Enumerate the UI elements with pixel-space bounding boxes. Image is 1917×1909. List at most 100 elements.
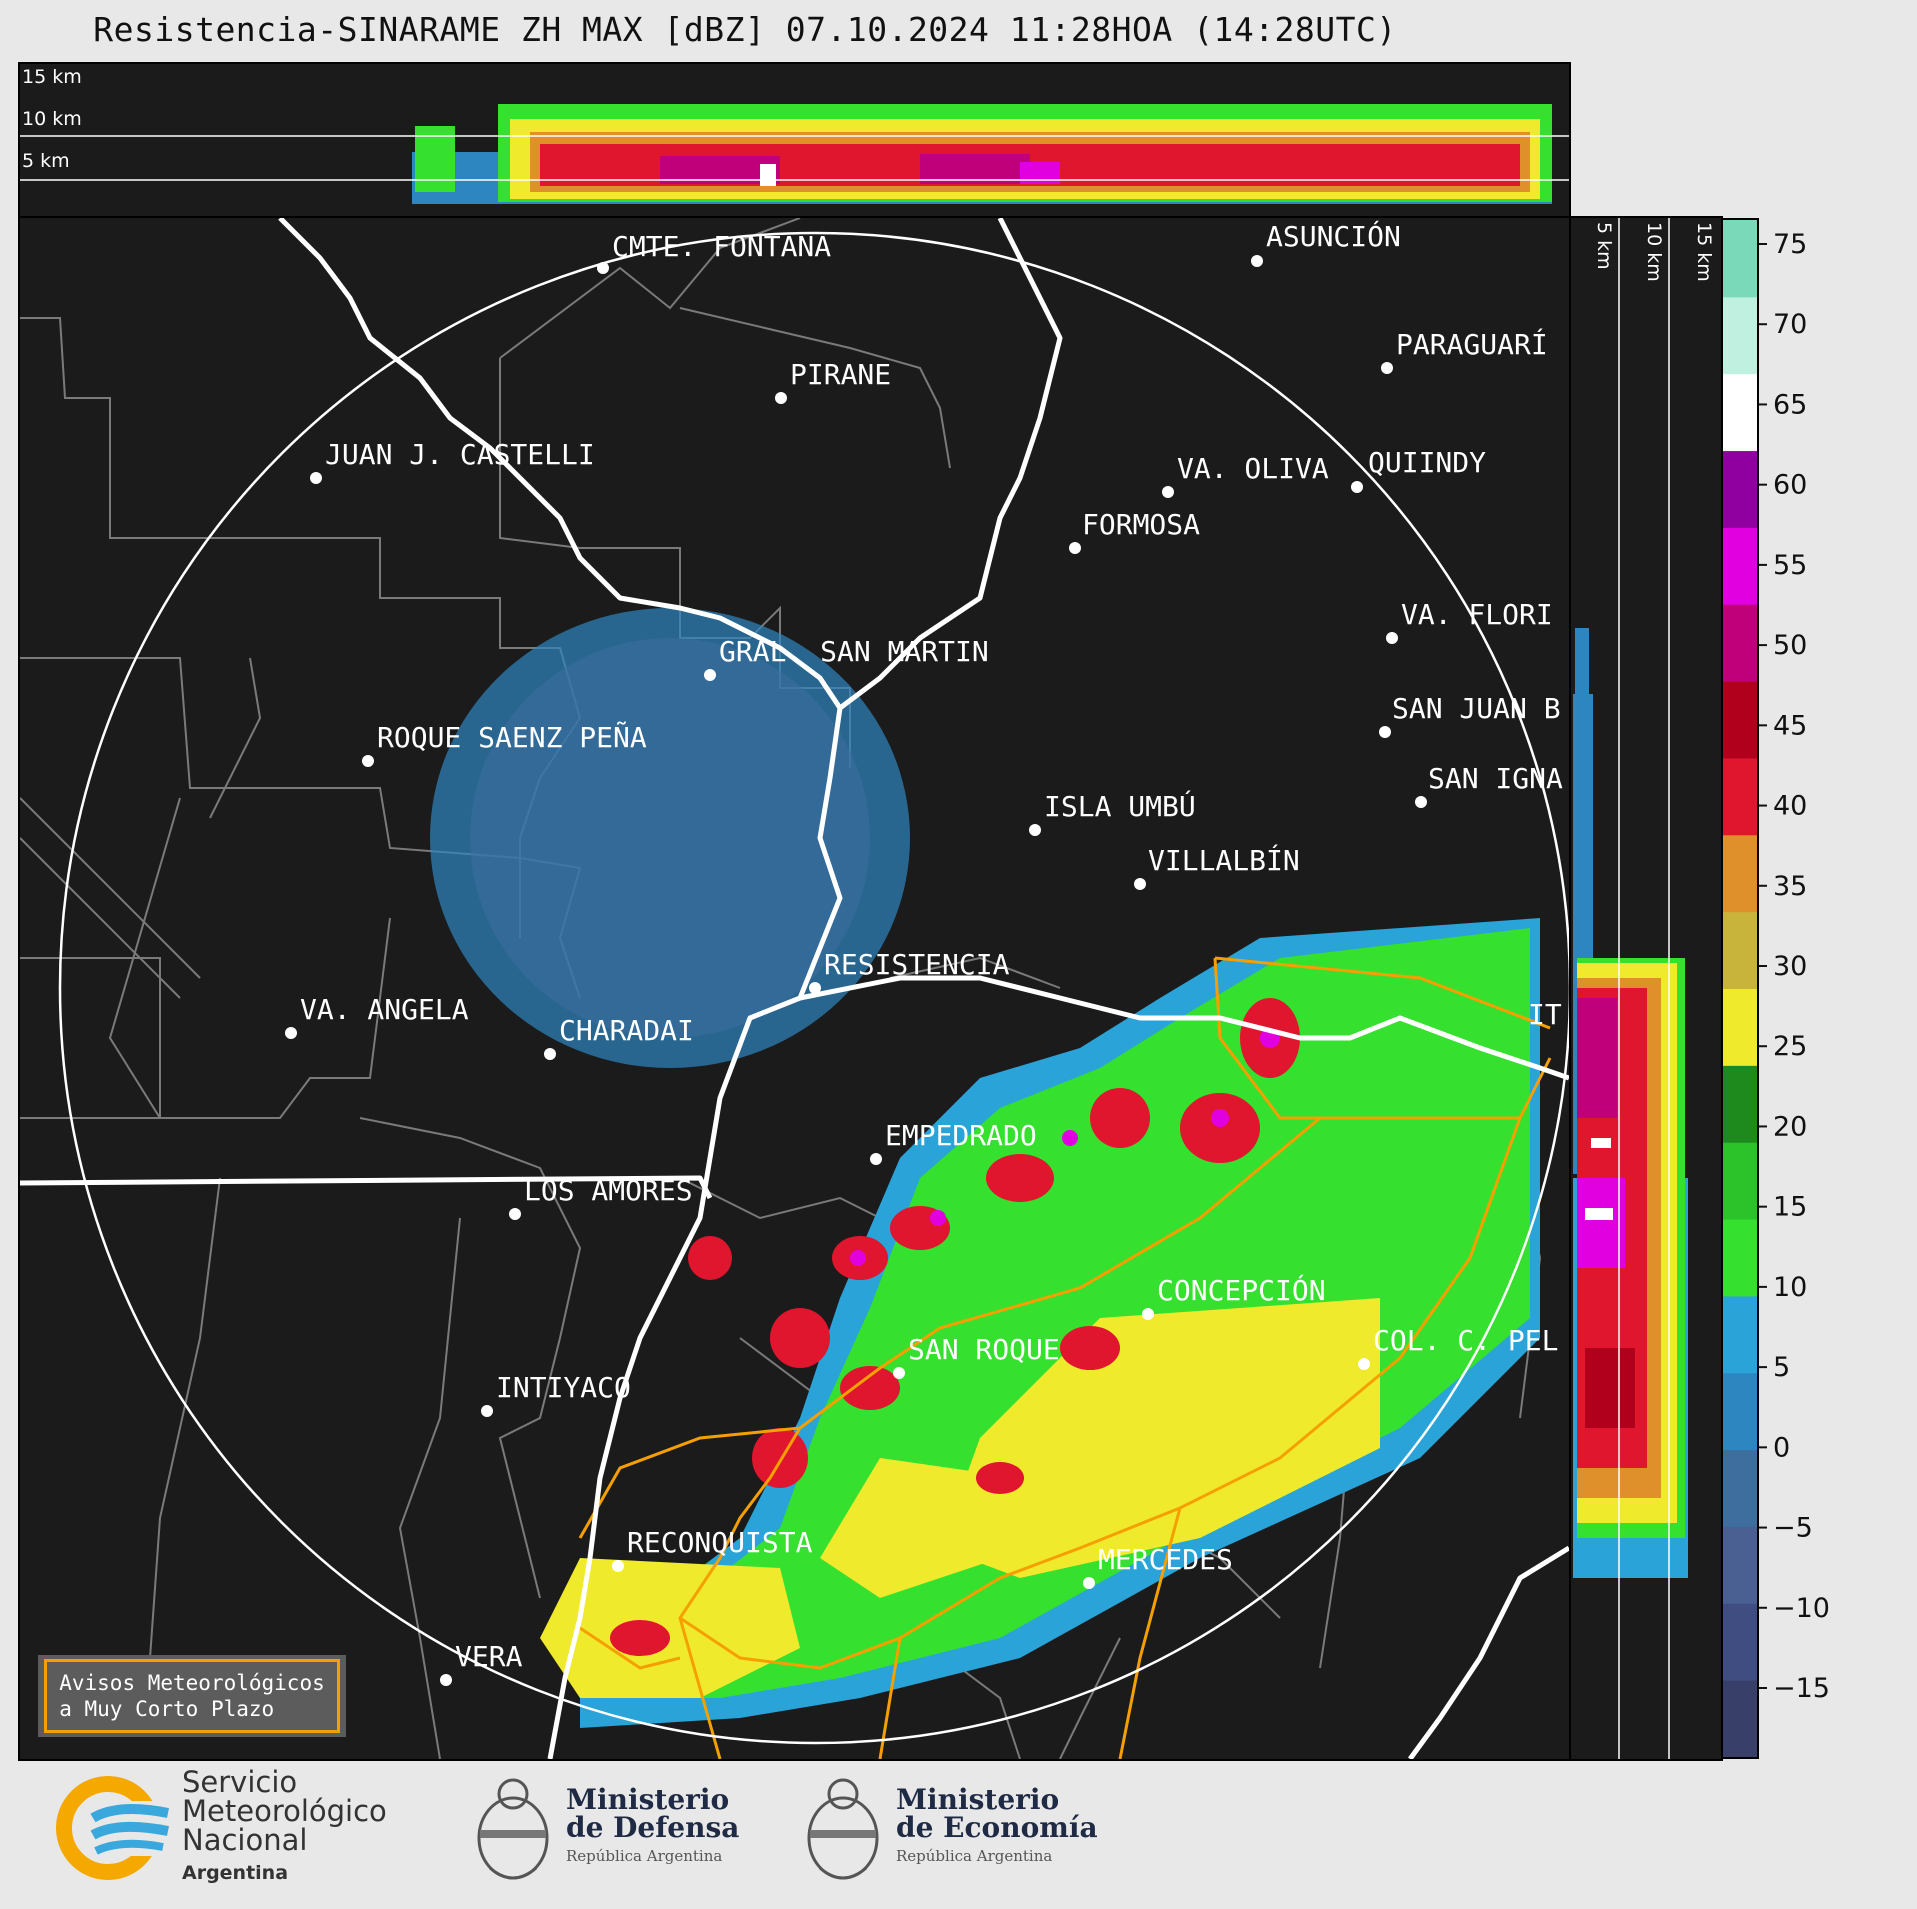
top-label-15km: 15 km: [22, 66, 82, 88]
colorbar-segment: [1723, 1295, 1757, 1374]
defensa-logo: Ministerio de Defensa República Argentin…: [470, 1768, 739, 1888]
page-title: Resistencia-SINARAME ZH MAX [dBZ] 07.10.…: [93, 10, 1397, 49]
colorbar-tick-label: 25: [1773, 1031, 1807, 1062]
defensa-line1: Ministerio: [566, 1783, 730, 1816]
smn-emblem-icon: [56, 1776, 178, 1880]
coat-of-arms-icon: [807, 1778, 879, 1880]
city-label-empedrado: EMPEDRADO: [885, 1119, 1037, 1152]
city-label-resistencia: RESISTENCIA: [824, 948, 1010, 981]
economia-logo: Ministerio de Economía República Argenti…: [800, 1768, 1098, 1888]
side-label-15km: 15 km: [1693, 222, 1715, 282]
smn-line3: Nacional: [182, 1823, 308, 1857]
city-label-cmte-fontana: CMTE. FONTANA: [612, 230, 832, 263]
city-label-san-roque: SAN ROQUE: [908, 1333, 1060, 1366]
city-label-intiyaco: INTIYACO: [496, 1371, 631, 1404]
colorbar-tick-label: 20: [1773, 1111, 1807, 1142]
radar-range-ring: [58, 231, 1569, 1745]
top-label-10km: 10 km: [22, 108, 82, 130]
city-label-isla-umbu: ISLA UMBÚ: [1044, 790, 1196, 823]
colorbar-segment: [1723, 527, 1757, 605]
colorbar-tick-label: 0: [1773, 1432, 1790, 1463]
colorbar-tick-label: 30: [1773, 951, 1807, 982]
city-label-juan-j-castelli: JUAN J. CASTELLI: [325, 438, 595, 471]
smn-line4: Argentina: [182, 1862, 289, 1884]
colorbar-segment: [1723, 604, 1757, 682]
province-borders: [578, 956, 1552, 1759]
colorbar-tick-label: 75: [1773, 229, 1807, 260]
city-label-paraguari: PARAGUARÍ: [1396, 328, 1548, 361]
city-label-col-c-pellegrini: COL. C. PEL: [1373, 1324, 1559, 1357]
rivers: [20, 218, 1569, 1759]
city-label-asuncion: ASUNCIÓN: [1266, 220, 1401, 253]
city-label-reconquista: RECONQUISTA: [627, 1526, 813, 1559]
colorbar-segment: [1723, 1603, 1757, 1681]
colorbar-segment: [1723, 1142, 1757, 1220]
colorbar-segment: [1723, 1065, 1757, 1143]
city-label-vera: VERA: [455, 1640, 523, 1673]
side-label-5km: 5 km: [1593, 222, 1615, 270]
colorbar-tick-label: 35: [1773, 871, 1807, 902]
colorbar-segment: [1723, 1449, 1757, 1527]
city-label-pirane: PIRANE: [790, 358, 892, 391]
city-label-san-ignacio: SAN IGNA: [1428, 762, 1563, 795]
city-label-charadai: CHARADAI: [559, 1014, 694, 1047]
colorbar-segment: [1723, 1526, 1757, 1604]
colorbar-tick-label: 65: [1773, 389, 1807, 420]
colorbar-tick-label: 50: [1773, 630, 1807, 661]
city-label-va-oliva: VA. OLIVA: [1177, 452, 1329, 485]
side-profile-echo: [1573, 628, 1688, 1578]
colorbar-tick-label: 70: [1773, 309, 1807, 340]
economia-line2: de Economía: [896, 1811, 1098, 1844]
colorbar-segment: [1723, 1680, 1757, 1757]
city-label-los-amores: LOS AMORES: [524, 1174, 693, 1207]
colorbar-tick-label: 40: [1773, 791, 1807, 822]
colorbar-segment: [1723, 220, 1757, 298]
city-label-va-florida: VA. FLORI: [1401, 598, 1553, 631]
city-label-quiindy: QUIINDY: [1368, 446, 1487, 479]
side-height-profile: 5 km 10 km 15 km: [1569, 216, 1723, 1761]
city-label-gral-san-martin: GRAL. SAN MARTIN: [719, 635, 989, 668]
city-markers: [285, 255, 1427, 1686]
colorbar-segment: [1723, 1219, 1757, 1297]
colorbar-tick-label: 60: [1773, 470, 1807, 501]
economia-line3: República Argentina: [896, 1847, 1053, 1865]
city-label-formosa: FORMOSA: [1082, 508, 1201, 541]
colorbar-tick-label: −10: [1773, 1593, 1830, 1624]
city-label-concepcion: CONCEPCIÓN: [1157, 1274, 1326, 1307]
colorbar-segment: [1723, 834, 1757, 913]
smn-line2: Meteorológico: [182, 1794, 387, 1828]
colorbar-tick-label: −15: [1773, 1673, 1830, 1704]
colorbar-tick-label: −5: [1773, 1513, 1813, 1544]
colorbar-segment: [1723, 757, 1757, 836]
city-label-ita: IT: [1528, 998, 1562, 1031]
top-profile-echo: [412, 104, 1552, 204]
city-label-villalbin: VILLALBÍN: [1148, 844, 1300, 877]
avisos-box[interactable]: Avisos Meteorológicos a Muy Corto Plazo: [38, 1655, 346, 1737]
smn-logo: Servicio Meteorológico Nacional Argentin…: [48, 1768, 387, 1888]
colorbar-segment: [1723, 450, 1757, 528]
smn-line1: Servicio: [182, 1765, 298, 1799]
colorbar-tick-label: 45: [1773, 710, 1807, 741]
colorbar-tick-label: 55: [1773, 550, 1807, 581]
city-label-san-juan-b: SAN JUAN B: [1392, 692, 1561, 725]
city-label-mercedes: MERCEDES: [1098, 1543, 1233, 1576]
dbz-colorbar: [1721, 218, 1759, 1759]
top-height-profile: 15 km 10 km 5 km: [18, 62, 1571, 218]
colorbar-tick-label: 10: [1773, 1272, 1807, 1303]
colorbar-tick-label: 15: [1773, 1192, 1807, 1223]
colorbar-segment: [1723, 911, 1757, 989]
radar-map[interactable]: CMTE. FONTANA ASUNCIÓN PARAGUARÍ PIRANE …: [18, 216, 1571, 1761]
city-label-roque-saenz-pena: ROQUE SAENZ PEÑA: [377, 721, 647, 754]
defensa-line2: de Defensa: [566, 1811, 740, 1844]
colorbar-ticks: 75 70 65 60 55 50 45 40 35 30 25 20 15 10 5 0 −5 −10 −15: [1759, 218, 1909, 1759]
colorbar-segment: [1723, 988, 1757, 1066]
city-labels: CMTE. FONTANA ASUNCIÓN PARAGUARÍ PIRANE …: [20, 218, 1569, 1759]
economia-line1: Ministerio: [896, 1783, 1060, 1816]
coat-of-arms-icon: [477, 1778, 549, 1880]
colorbar-segment: [1723, 373, 1757, 452]
colorbar-segment: [1723, 1372, 1757, 1451]
top-label-5km: 5 km: [22, 150, 70, 172]
city-label-va-angela: VA. ANGELA: [300, 993, 469, 1026]
colorbar-tick-label: 5: [1773, 1352, 1790, 1383]
defensa-line3: República Argentina: [566, 1847, 723, 1865]
